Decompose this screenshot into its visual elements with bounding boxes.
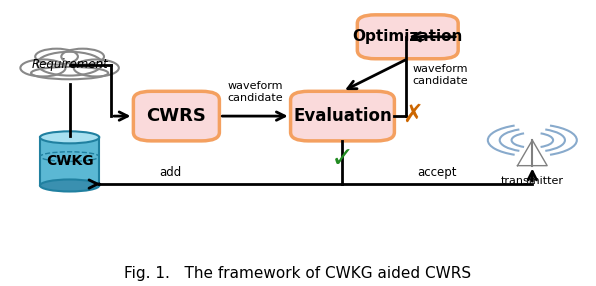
Text: Evaluation: Evaluation xyxy=(293,107,392,125)
Text: ✗: ✗ xyxy=(402,103,423,127)
Text: Fig. 1.   The framework of CWKG aided CWRS: Fig. 1. The framework of CWKG aided CWRS xyxy=(125,266,471,281)
Ellipse shape xyxy=(35,49,78,65)
Text: Requirement: Requirement xyxy=(32,58,108,71)
Ellipse shape xyxy=(31,67,108,79)
Text: CWKG: CWKG xyxy=(46,154,94,168)
FancyBboxPatch shape xyxy=(358,15,458,59)
Text: waveform
candidate: waveform candidate xyxy=(227,81,283,103)
Text: waveform
candidate: waveform candidate xyxy=(412,64,468,86)
FancyBboxPatch shape xyxy=(291,91,395,141)
Text: ✓: ✓ xyxy=(331,145,354,172)
Ellipse shape xyxy=(74,59,119,76)
Ellipse shape xyxy=(40,131,100,143)
Text: CWRS: CWRS xyxy=(147,107,206,125)
Text: accept: accept xyxy=(418,166,457,179)
Text: add: add xyxy=(159,166,182,179)
Ellipse shape xyxy=(61,49,104,65)
Ellipse shape xyxy=(20,59,66,76)
Text: Optimization: Optimization xyxy=(353,29,463,44)
FancyBboxPatch shape xyxy=(40,137,100,186)
FancyBboxPatch shape xyxy=(134,91,219,141)
Ellipse shape xyxy=(37,52,103,76)
Ellipse shape xyxy=(40,179,100,192)
Text: transmitter: transmitter xyxy=(501,176,564,186)
